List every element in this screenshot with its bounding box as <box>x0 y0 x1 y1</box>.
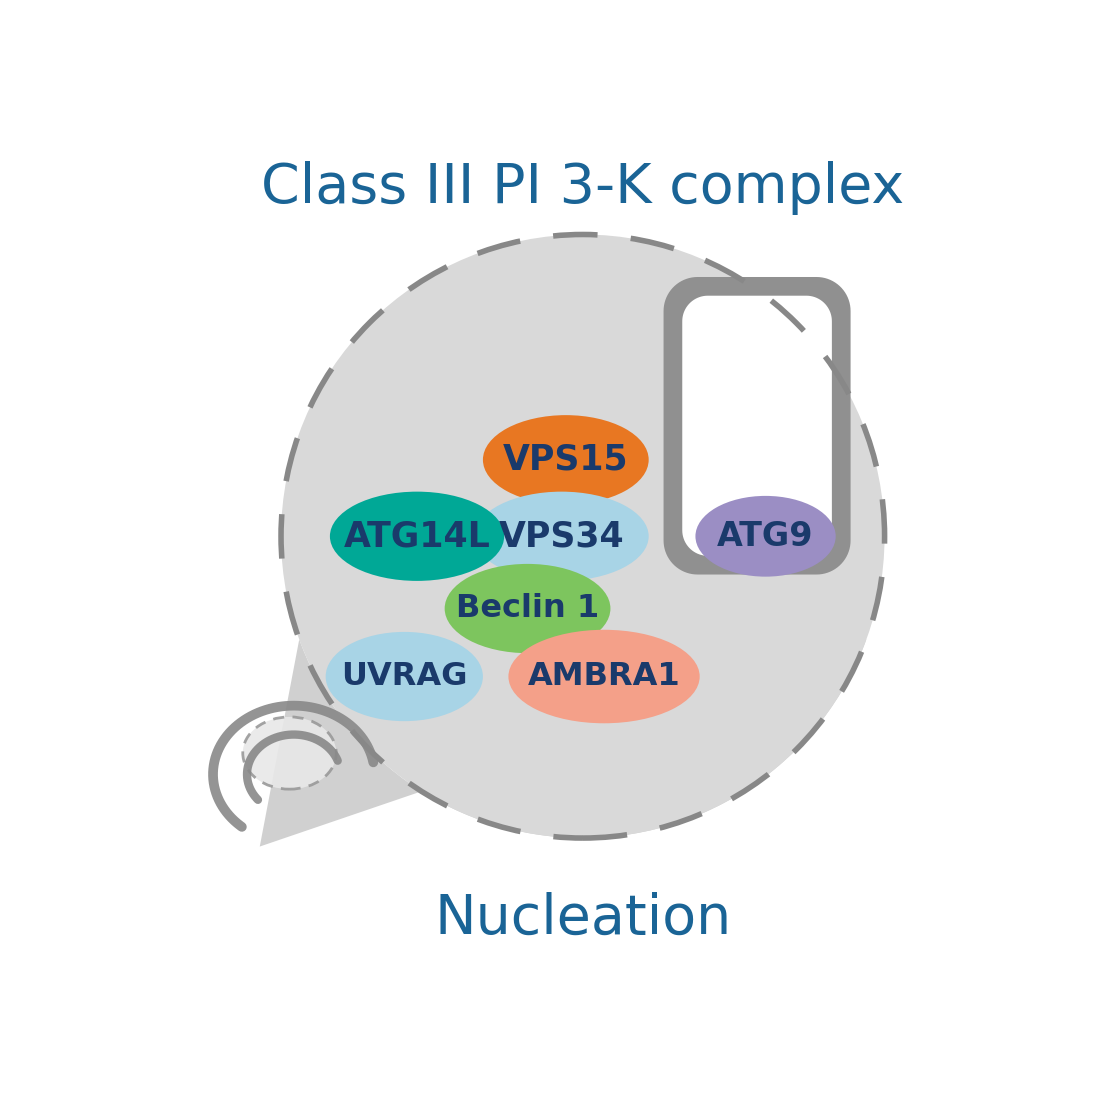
Text: ATG9: ATG9 <box>718 520 814 553</box>
Polygon shape <box>682 296 832 555</box>
Text: Beclin 1: Beclin 1 <box>456 593 599 624</box>
Ellipse shape <box>326 631 482 721</box>
Polygon shape <box>664 277 850 574</box>
Ellipse shape <box>330 491 505 581</box>
Text: ATG14L: ATG14L <box>343 519 490 553</box>
Ellipse shape <box>475 491 649 581</box>
Text: VPS34: VPS34 <box>499 519 625 553</box>
Polygon shape <box>259 639 867 847</box>
Text: Class III PI 3-K complex: Class III PI 3-K complex <box>262 161 904 215</box>
Ellipse shape <box>445 564 611 654</box>
Ellipse shape <box>243 716 337 789</box>
Text: AMBRA1: AMBRA1 <box>528 661 680 692</box>
Text: Nucleation: Nucleation <box>434 892 732 946</box>
Text: UVRAG: UVRAG <box>341 661 467 692</box>
Ellipse shape <box>696 496 836 576</box>
Text: VPS15: VPS15 <box>503 443 628 477</box>
Ellipse shape <box>482 415 649 505</box>
Circle shape <box>282 234 884 838</box>
Ellipse shape <box>509 629 700 723</box>
